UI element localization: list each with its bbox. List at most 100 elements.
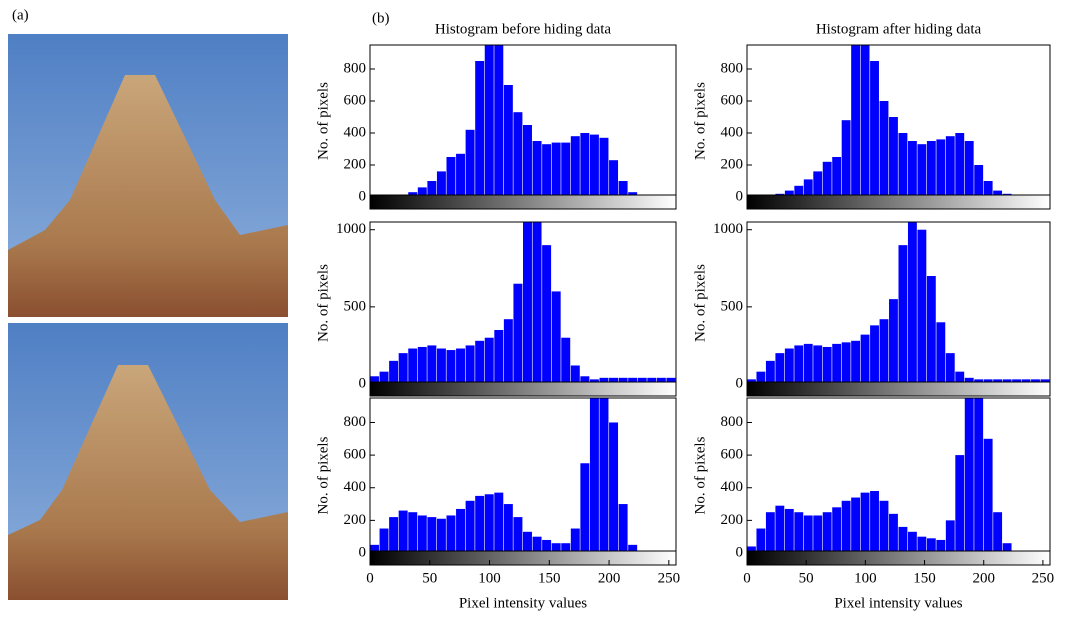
bar [784,508,794,553]
bar [618,504,628,553]
bar [379,371,389,384]
bar [436,171,446,197]
bar [465,345,475,384]
bar [803,179,813,197]
bar [465,500,475,553]
bar [484,494,494,553]
x-tick-label: 100 [478,570,501,586]
bar [917,144,927,197]
bar [832,507,842,553]
x-tick-label: 0 [743,570,751,586]
bar [794,512,804,553]
bar [427,517,437,553]
bar [542,144,552,197]
bar [647,377,657,384]
bar [784,348,794,384]
bar [936,322,946,384]
temple-image-original [8,34,288,317]
bar [637,377,647,384]
bar [417,515,427,553]
bar [408,348,418,384]
x-tick-label: 100 [854,570,877,586]
bar [398,353,408,384]
y-tick-label: 800 [344,60,367,76]
bars [389,45,647,197]
bar [561,142,571,197]
colorbar [369,194,677,210]
bar [618,181,628,197]
y-tick-label: 400 [721,124,744,140]
bar [446,515,456,553]
y-axis-label: No. of pixels [315,264,331,342]
bar [446,157,456,197]
bar [841,342,851,384]
bar [860,45,870,197]
bar [926,538,936,553]
bar [389,360,399,384]
bar [417,346,427,384]
bar [484,45,494,197]
bar [889,299,898,384]
panel-label: (a) [12,7,29,23]
bar [860,492,870,553]
bar [532,222,542,384]
x-tick-label: 50 [422,570,437,586]
bar [955,133,965,197]
bar [832,157,842,197]
bar [589,398,599,553]
bar [907,222,917,384]
bar [609,377,619,384]
chart-title: Histogram after hiding data [816,21,982,37]
bar [851,497,861,553]
bar [879,101,889,197]
bar [775,353,785,384]
bar [756,371,766,384]
bar [813,345,823,384]
bar [898,526,908,553]
y-tick-label: 600 [721,447,744,463]
temple-image-stego [8,323,288,600]
axes-frame [746,397,1051,566]
y-tick-label: 200 [344,156,367,172]
bar [456,153,466,197]
bar [765,360,775,384]
bar [983,438,993,553]
bar [561,543,571,553]
bar [589,134,599,197]
bar [822,346,832,384]
bar [879,500,889,553]
bar [456,508,466,553]
bar [936,539,946,553]
bar [532,536,542,553]
axes-frame [746,221,1051,397]
bar [475,495,485,553]
y-axis-label: No. of pixels [315,436,331,514]
bar [542,539,552,553]
y-tick-label: 400 [344,479,367,495]
bar [907,141,917,197]
bar [408,512,418,553]
colorbar [746,194,1051,210]
bar [580,133,590,197]
bar [389,517,399,553]
bar [964,141,974,197]
y-tick-label: 600 [344,92,367,108]
bar [446,350,456,384]
bar [822,161,832,197]
bar [964,398,974,553]
bar [523,531,532,553]
bars [370,222,676,384]
x-tick-label: 150 [913,570,936,586]
y-tick-label: 0 [736,375,744,391]
y-tick-label: 200 [721,156,744,172]
bar [945,520,955,553]
colorbar [746,381,1051,397]
bar [599,137,609,197]
bar [765,512,775,553]
y-tick-label: 800 [721,414,744,430]
bar [784,190,794,197]
bar [580,463,590,553]
bar [879,319,889,384]
bar [870,325,879,384]
